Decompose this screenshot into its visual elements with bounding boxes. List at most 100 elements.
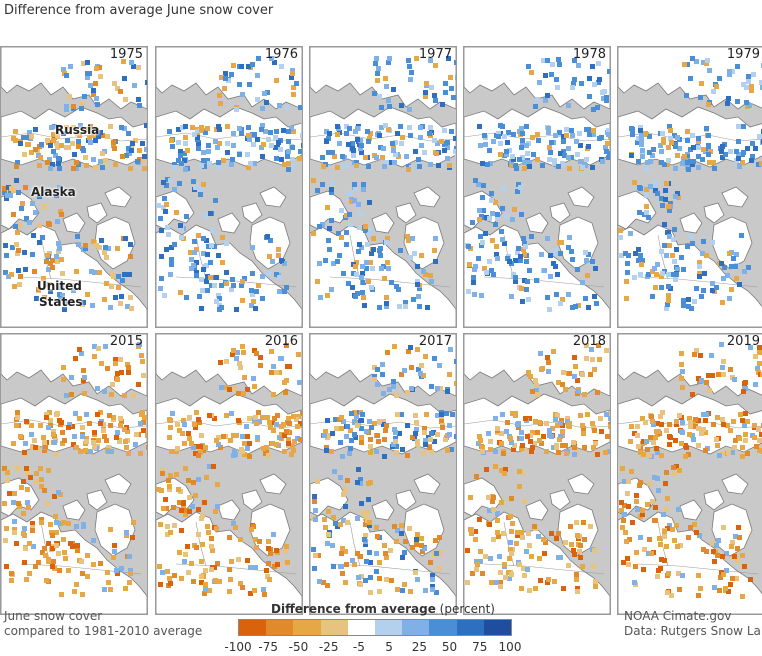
anomaly-cell	[511, 157, 516, 162]
anomaly-cell	[242, 375, 247, 380]
anomaly-cell	[97, 270, 102, 275]
anomaly-cell	[329, 218, 334, 223]
anomaly-cell	[399, 531, 404, 536]
anomaly-cell	[124, 445, 129, 450]
anomaly-cell	[505, 256, 510, 261]
anomaly-cell	[74, 160, 79, 165]
anomaly-cell	[403, 300, 408, 305]
anomaly-cell	[443, 141, 448, 146]
anomaly-cell	[215, 561, 220, 566]
anomaly-cell	[125, 304, 130, 309]
anomaly-cell	[166, 478, 171, 483]
anomaly-cell	[522, 160, 527, 165]
anomaly-cell	[741, 389, 746, 394]
anomaly-cell	[70, 283, 75, 288]
anomaly-cell	[223, 71, 228, 76]
anomaly-cell	[346, 142, 351, 147]
anomaly-cell	[753, 382, 758, 387]
anomaly-cell	[416, 367, 421, 372]
anomaly-cell	[655, 476, 660, 481]
anomaly-cell	[733, 438, 738, 443]
anomaly-cell	[428, 58, 433, 63]
anomaly-cell	[671, 465, 676, 470]
anomaly-cell	[261, 142, 266, 147]
anomaly-cell	[215, 504, 220, 509]
anomaly-cell	[428, 125, 433, 130]
anomaly-cell	[647, 481, 652, 486]
anomaly-cell	[168, 178, 173, 183]
anomaly-cell	[286, 161, 291, 166]
anomaly-cell	[231, 143, 236, 148]
anomaly-cell	[360, 271, 365, 276]
anomaly-cell	[577, 549, 582, 554]
anomaly-cell	[435, 413, 440, 418]
anomaly-cell	[498, 570, 503, 575]
anomaly-cell	[232, 449, 237, 454]
anomaly-cell	[745, 419, 750, 424]
anomaly-cell	[374, 449, 379, 454]
anomaly-cell	[569, 249, 574, 254]
anomaly-cell	[106, 580, 111, 585]
anomaly-cell	[394, 539, 399, 544]
anomaly-cell	[110, 382, 115, 387]
anomaly-cell	[177, 428, 182, 433]
anomaly-cell	[2, 190, 7, 195]
anomaly-cell	[413, 431, 418, 436]
anomaly-cell	[364, 429, 369, 434]
anomaly-cell	[186, 478, 191, 483]
anomaly-cell	[422, 426, 427, 431]
anomaly-cell	[50, 258, 55, 263]
anomaly-cell	[644, 187, 649, 192]
anomaly-cell	[22, 450, 27, 455]
anomaly-cell	[679, 376, 684, 381]
anomaly-cell	[552, 161, 557, 166]
anomaly-cell	[539, 441, 544, 446]
anomaly-cell	[652, 518, 657, 523]
anomaly-cell	[501, 451, 506, 456]
anomaly-cell	[291, 414, 296, 419]
anomaly-cell	[261, 587, 266, 592]
anomaly-cell	[237, 82, 242, 87]
anomaly-cell	[654, 272, 659, 277]
map-panel-1976: 1976	[155, 46, 303, 328]
anomaly-cell	[505, 420, 510, 425]
anomaly-cell	[330, 431, 335, 436]
anomaly-cell	[76, 242, 81, 247]
anomaly-cell	[509, 551, 514, 556]
anomaly-cell	[415, 532, 420, 537]
anomaly-cell	[102, 297, 107, 302]
anomaly-cell	[745, 146, 750, 151]
anomaly-cell	[393, 140, 398, 145]
anomaly-cell	[740, 160, 745, 165]
anomaly-cell	[710, 373, 715, 378]
anomaly-cell	[694, 348, 699, 353]
anomaly-cell	[249, 303, 254, 308]
anomaly-cell	[535, 157, 540, 162]
anomaly-cell	[667, 523, 672, 528]
anomaly-cell	[192, 239, 197, 244]
anomaly-cell	[367, 200, 372, 205]
anomaly-cell	[380, 372, 385, 377]
anomaly-cell	[51, 429, 56, 434]
anomaly-cell	[237, 126, 242, 131]
anomaly-cell	[38, 155, 43, 160]
anomaly-cell	[335, 259, 340, 264]
anomaly-cell	[748, 345, 753, 350]
anomaly-cell	[164, 506, 169, 511]
anomaly-cell	[711, 549, 716, 554]
anomaly-cell	[329, 287, 334, 292]
anomaly-cell	[98, 159, 103, 164]
anomaly-cell	[419, 143, 424, 148]
anomaly-cell	[640, 416, 645, 421]
land-mass	[62, 499, 86, 521]
anomaly-cell	[231, 131, 236, 136]
anomaly-cell	[69, 375, 74, 380]
anomaly-cell	[83, 243, 88, 248]
anomaly-cell	[531, 152, 536, 157]
anomaly-cell	[166, 232, 171, 237]
anomaly-cell	[396, 287, 401, 292]
anomaly-cell	[266, 137, 271, 142]
anomaly-cell	[559, 240, 564, 245]
anomaly-cell	[395, 412, 400, 417]
anomaly-cell	[558, 301, 563, 306]
